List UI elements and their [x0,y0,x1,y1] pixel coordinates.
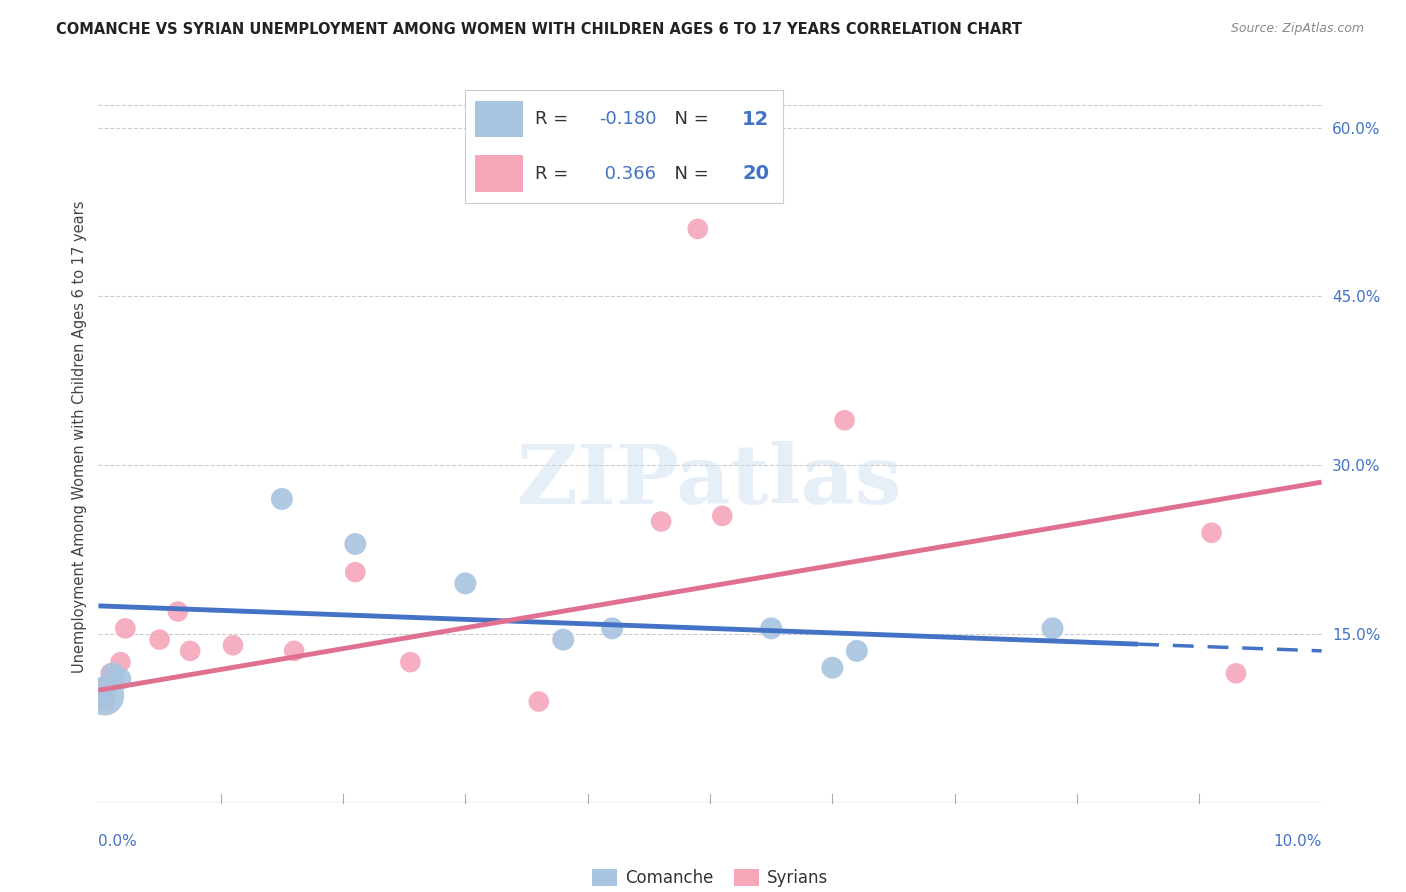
Point [1042,621,1064,635]
Text: COMANCHE VS SYRIAN UNEMPLOYMENT AMONG WOMEN WITH CHILDREN AGES 6 TO 17 YEARS COR: COMANCHE VS SYRIAN UNEMPLOYMENT AMONG WO… [56,22,1022,37]
Point [834,413,856,427]
Point [93,689,115,703]
Point [553,632,575,647]
Y-axis label: Unemployment Among Women with Children Ages 6 to 17 years: Unemployment Among Women with Children A… [72,201,87,673]
Point [711,508,734,523]
Point [1225,666,1247,681]
Point [399,655,422,669]
Point [270,491,294,506]
Text: 10.0%: 10.0% [1274,834,1322,849]
Point [454,576,477,591]
Point [110,655,132,669]
Point [222,638,245,652]
Point [149,632,172,647]
Point [103,672,125,686]
Point [283,644,305,658]
Point [110,672,132,686]
Legend: Comanche, Syrians: Comanche, Syrians [585,863,835,892]
Point [686,222,709,236]
Point [93,689,115,703]
Text: ZIPatlas: ZIPatlas [517,441,903,521]
Text: Source: ZipAtlas.com: Source: ZipAtlas.com [1230,22,1364,36]
Point [1201,525,1223,540]
Point [600,621,623,635]
Point [344,565,367,579]
Point [93,694,115,708]
Point [650,515,672,529]
Point [845,644,868,658]
Point [167,605,190,619]
Point [114,621,136,635]
Point [527,694,550,708]
Point [101,666,124,681]
Point [761,621,783,635]
Point [97,678,120,692]
Point [179,644,201,658]
Point [821,661,844,675]
Point [100,666,122,681]
Point [344,537,367,551]
Text: 0.0%: 0.0% [98,834,138,849]
